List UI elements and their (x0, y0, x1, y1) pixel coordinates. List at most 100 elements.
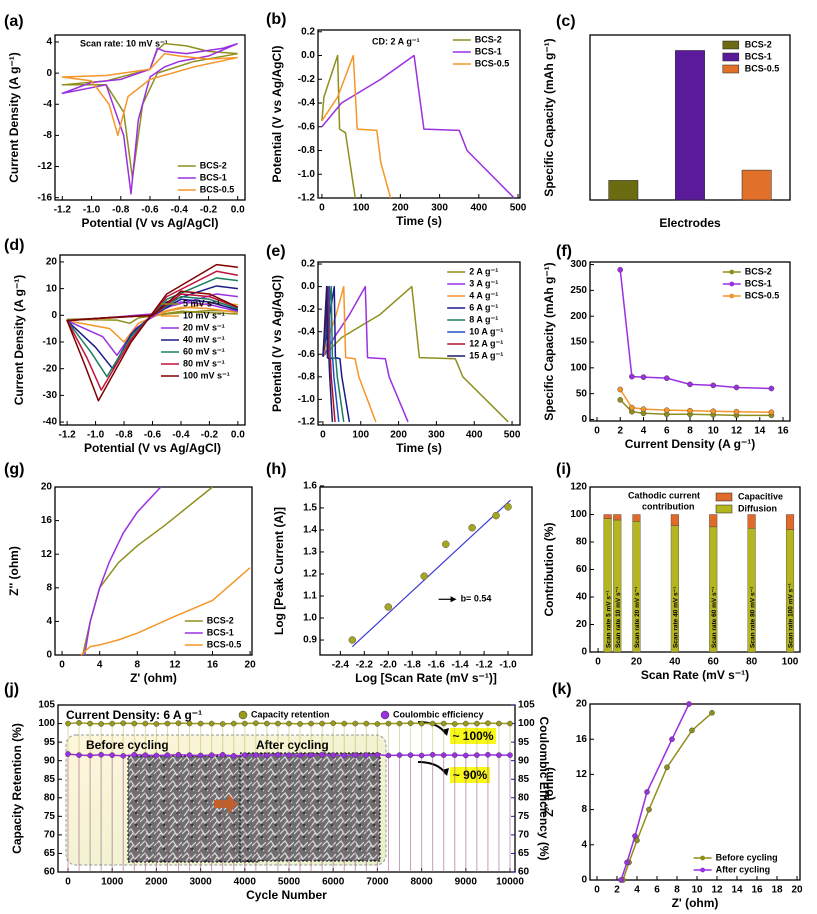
y2-tick-label: 75 (518, 811, 530, 822)
bar (741, 169, 772, 201)
x-axis-label: Cycle Number (246, 888, 327, 902)
y-tick-label: 50 (576, 388, 588, 399)
y-tick-label: 0.2 (301, 259, 315, 270)
marker (164, 720, 171, 727)
legend-label: BCS-2 (475, 34, 502, 44)
y2-tick-label: 65 (518, 848, 530, 859)
x-tick-label: 4000 (234, 877, 257, 888)
marker (164, 752, 171, 758)
marker (440, 752, 447, 758)
y-tick-label: 100 (570, 362, 587, 373)
panel-label: (e) (266, 243, 286, 260)
marker (687, 407, 693, 414)
marker (617, 397, 624, 403)
plot-frame (317, 261, 521, 426)
marker (463, 752, 469, 759)
marker (253, 752, 259, 758)
series-line (83, 486, 162, 656)
x-tick-label: 16 (777, 426, 789, 437)
y2-tick-label: 90 (518, 755, 530, 766)
marker (153, 721, 160, 727)
legend-label: BCS-0.5 (745, 63, 780, 73)
marker (186, 720, 193, 727)
y-tick-label: 0 (46, 650, 52, 661)
bar-label: Scan rate 20 mV s⁻¹ (634, 587, 641, 648)
y-tick-label: 20 (46, 257, 58, 268)
legend-label: BCS-2 (200, 160, 227, 170)
marker (374, 751, 381, 758)
series-line (66, 293, 239, 357)
marker (308, 752, 314, 758)
x-axis-label: Potential (V vs Ag/AgCl) (82, 216, 219, 230)
x-tick-label: 400 (470, 203, 487, 214)
marker (485, 751, 491, 758)
legend-swatch (722, 64, 740, 74)
marker (131, 751, 138, 758)
panel-label: (a) (4, 13, 24, 30)
annotation-highlight (450, 728, 496, 744)
x-tick-label: -0.2 (200, 205, 218, 216)
marker (429, 720, 436, 727)
legend-label: BCS-2 (207, 615, 234, 625)
panel-label: (i) (556, 461, 571, 478)
y-tick-label: -16 (38, 192, 53, 203)
marker (65, 720, 71, 727)
series-line (322, 285, 409, 423)
legend-label: 8 A g⁻¹ (469, 314, 498, 324)
x-axis-label: Potential (V vs Ag/AgCl) (84, 441, 221, 455)
annotation-arrow (417, 761, 447, 775)
y-tick-label: 4 (581, 839, 587, 850)
legend-label: Diffusion (738, 503, 777, 513)
bar-label: Scan rate 60 mV s⁻¹ (711, 587, 718, 648)
x-tick-label: 12 (731, 426, 743, 437)
marker (429, 751, 436, 758)
marker (474, 752, 480, 758)
marker (632, 833, 638, 839)
x-tick-label: 10 (691, 885, 703, 896)
series-line (66, 302, 238, 343)
marker (385, 752, 392, 759)
x-tick-label: 100 (353, 203, 370, 214)
y2-tick-label: 105 (518, 700, 535, 711)
y-tick-label: -30 (43, 390, 58, 401)
marker (297, 721, 303, 727)
marker (418, 720, 425, 727)
marker (768, 409, 775, 416)
series-line (61, 42, 238, 179)
x-tick-label: -0.2 (201, 430, 219, 441)
marker (65, 751, 71, 757)
sem-image-after (239, 752, 381, 862)
y-tick-label: 300 (570, 259, 587, 270)
marker (98, 751, 104, 758)
marker (308, 720, 314, 727)
annotation: CD: 2 A g⁻¹ (372, 36, 420, 46)
series-line (322, 285, 334, 422)
x-tick-label: 4 (641, 426, 647, 437)
series-line (80, 567, 251, 656)
y-tick-label: 0.2 (301, 26, 315, 37)
bar (675, 50, 705, 201)
marker (485, 720, 491, 726)
marker (663, 375, 670, 381)
marker (669, 736, 675, 743)
annotation-arrowhead (450, 596, 457, 603)
y-tick-label: 200 (570, 311, 587, 322)
marker (463, 720, 469, 727)
marker (87, 720, 93, 727)
legend-label: BCS-2 (745, 39, 772, 49)
y-tick-label: 120 (570, 482, 587, 493)
annotation: ~ 100% (452, 729, 493, 743)
y-tick-label: 0 (581, 414, 587, 425)
y-tick-label: 0 (46, 68, 52, 79)
panel-label: (d) (4, 237, 24, 254)
bar (608, 180, 639, 201)
marker (710, 382, 717, 389)
marker (230, 753, 237, 759)
y-tick-label: -10 (43, 337, 58, 348)
y-axis-label: Log [Peak Current (A)] (272, 507, 286, 635)
x-tick-label: -1.2 (58, 430, 76, 441)
marker (733, 408, 740, 415)
y-tick-label: 1.3 (303, 547, 317, 558)
marker (629, 404, 635, 411)
